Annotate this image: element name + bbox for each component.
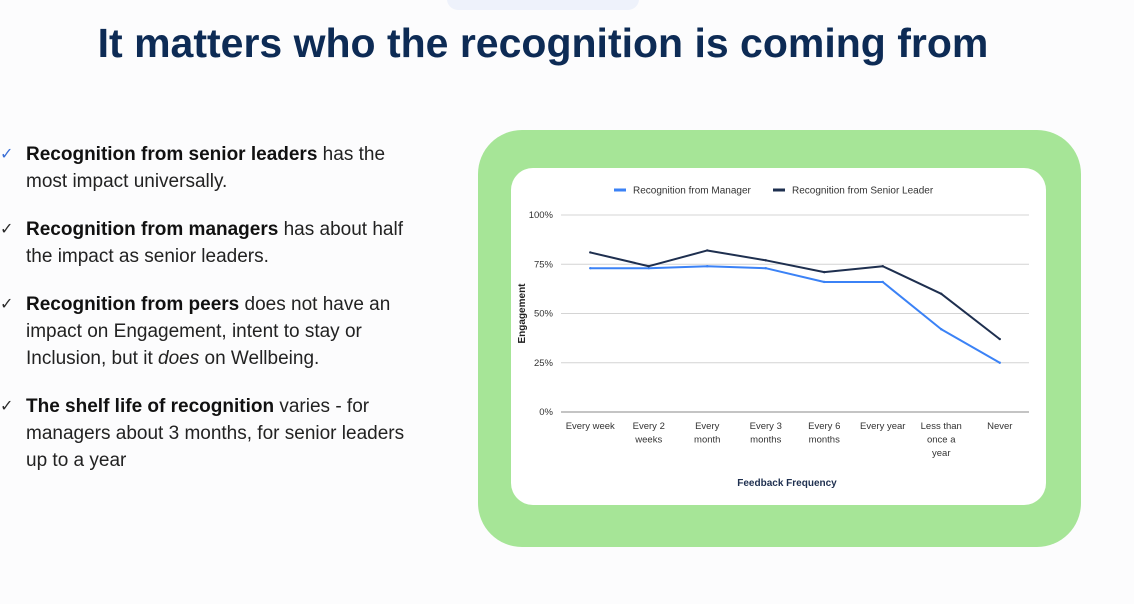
bullet-item: ✓ The shelf life of recognition varies -… <box>0 393 420 474</box>
bullet-bold-text: Recognition from managers <box>26 219 279 240</box>
legend-label: Recognition from Manager <box>633 186 752 197</box>
x-tick-label: Every 6 months <box>808 421 840 446</box>
y-tick-label: 50% <box>534 309 554 320</box>
bullet-list: ✓ Recognition from senior leaders has th… <box>0 141 420 495</box>
data-point <box>647 265 650 268</box>
bullet-text: has about half the impact as senior lead… <box>26 219 403 267</box>
bullet-item: ✓ Recognition from senior leaders has th… <box>0 141 420 195</box>
top-tag-pill <box>447 0 639 10</box>
data-point <box>940 292 943 295</box>
data-point <box>706 265 709 268</box>
data-point <box>823 270 826 274</box>
checkmark-icon: ✓ <box>0 398 14 415</box>
x-tick-label: Every month <box>694 421 720 446</box>
data-point <box>589 251 592 254</box>
data-point <box>998 337 1001 341</box>
data-point <box>881 265 884 268</box>
y-tick-label: 75% <box>534 259 554 270</box>
bullet-item: ✓ Recognition from peers does not have a… <box>0 291 420 372</box>
data-point <box>881 280 884 284</box>
x-tick-label: Every 2 weeks <box>633 421 665 446</box>
bullet-text: on Wellbeing. <box>199 348 320 369</box>
x-tick-label: Every year <box>860 421 905 432</box>
data-point <box>998 361 1001 364</box>
series-line-manager <box>590 265 1001 364</box>
bullet-item: ✓ Recognition from managers has about ha… <box>0 216 420 270</box>
x-tick-label: Less than once a year <box>921 421 962 459</box>
y-tick-label: 0% <box>539 407 553 418</box>
series-line-senior-leader <box>590 249 1001 340</box>
bullet-bold-text: The shelf life of recognition <box>26 396 275 417</box>
data-point <box>823 280 826 284</box>
line-chart: 0% 25% 50% 75% 100% Every week Every 2 weeks Eve… <box>517 186 1029 489</box>
data-point <box>647 266 650 270</box>
bullet-text: varies - for managers about 3 months, fo… <box>26 396 405 471</box>
x-tick-label: Never <box>987 421 1012 432</box>
bullet-text: does not have an impact on Engagement, i… <box>26 294 391 369</box>
bullet-text: has the most impact universally. <box>26 144 386 192</box>
data-point <box>764 266 767 270</box>
y-tick-label: 100% <box>529 210 554 221</box>
data-point <box>764 259 767 262</box>
checkmark-icon: ✓ <box>0 146 14 163</box>
checkmark-icon: ✓ <box>0 296 14 313</box>
chart-card: 0% 25% 50% 75% 100% Every week Every 2 weeks Eve… <box>511 168 1046 505</box>
data-point <box>940 328 943 331</box>
x-axis-title: Feedback Frequency <box>737 478 837 489</box>
bullet-bold-text: Recognition from senior leaders <box>26 144 318 165</box>
x-tick-label: Every 3 months <box>750 421 782 446</box>
data-point <box>589 266 592 270</box>
page-title: It matters who the recognition is coming… <box>97 20 989 66</box>
bullet-italic-text: does <box>158 348 200 369</box>
bullet-bold-text: Recognition from peers <box>26 294 240 315</box>
data-point <box>706 249 709 252</box>
x-tick-label: Every week <box>566 421 615 432</box>
legend-label: Recognition from Senior Leader <box>792 186 934 197</box>
checkmark-icon: ✓ <box>0 221 14 238</box>
y-tick-label: 25% <box>534 358 554 369</box>
y-axis-title: Engagement <box>517 283 528 344</box>
